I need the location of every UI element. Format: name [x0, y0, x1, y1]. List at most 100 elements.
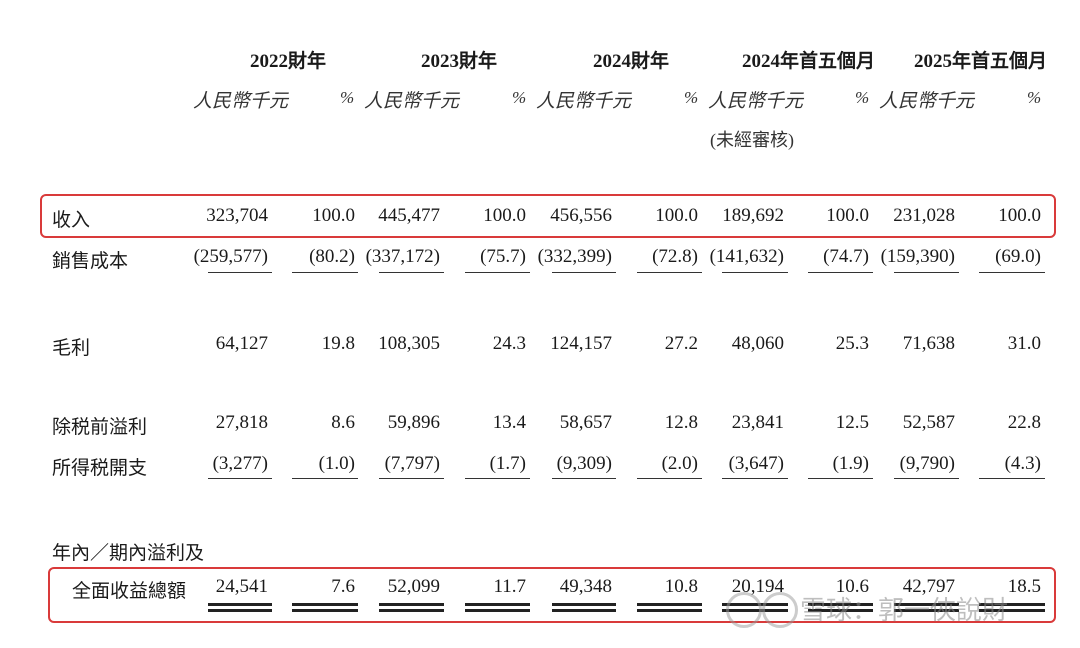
percent-label: % — [512, 88, 527, 107]
year-header-2024-first-five-months: 2024年首五個月 — [742, 51, 876, 72]
total-comprehensive-income-highlight — [48, 567, 1056, 623]
underline — [637, 478, 702, 479]
table-cell: 20,194 — [731, 576, 784, 597]
table-cell: 8.6 — [331, 412, 355, 433]
row-label-profit-for-year-line1: 年內／期內溢利及 — [52, 543, 205, 564]
double-underline — [637, 603, 702, 606]
table-cell: (72.8) — [652, 246, 698, 267]
table-cell: 23,841 — [731, 412, 784, 433]
double-underline — [292, 603, 358, 606]
double-underline — [808, 603, 873, 606]
table-cell: 7.6 — [331, 576, 355, 597]
table-cell: 71,638 — [902, 333, 955, 354]
underline — [808, 478, 873, 479]
table-cell: (75.7) — [480, 246, 526, 267]
table-cell: 231,028 — [893, 205, 955, 226]
year-header-2025-first-five-months: 2025年首五個月 — [914, 51, 1048, 72]
table-cell: 19.8 — [321, 333, 355, 354]
underline — [292, 478, 358, 479]
table-cell: 100.0 — [483, 205, 526, 226]
table-cell: 100.0 — [826, 205, 869, 226]
row-label-gross-profit: 毛利 — [52, 338, 91, 359]
underline — [894, 478, 959, 479]
table-cell: 100.0 — [655, 205, 698, 226]
double-underline — [465, 609, 530, 612]
underline — [208, 272, 272, 273]
double-underline — [379, 609, 444, 612]
underline — [722, 478, 788, 479]
table-cell: (3,647) — [728, 453, 784, 474]
underline — [379, 272, 444, 273]
table-cell: 31.0 — [1007, 333, 1041, 354]
underline — [894, 272, 959, 273]
table-cell: 59,896 — [387, 412, 440, 433]
table-cell: (159,390) — [880, 246, 955, 267]
percent-label: % — [1027, 88, 1042, 107]
table-cell: 10.6 — [835, 576, 869, 597]
table-cell: (259,577) — [193, 246, 268, 267]
revenue-row-highlight — [40, 194, 1056, 238]
underline — [808, 272, 873, 273]
unit-label: 人民幣千元 — [708, 91, 804, 112]
double-underline — [979, 609, 1045, 612]
table-cell: 189,692 — [722, 205, 784, 226]
table-cell: (1.9) — [832, 453, 869, 474]
double-underline — [979, 603, 1045, 606]
table-cell: 49,348 — [559, 576, 612, 597]
double-underline — [808, 609, 873, 612]
double-underline — [637, 609, 702, 612]
unaudited-note: (未經審核) — [710, 130, 794, 150]
table-cell: 52,099 — [387, 576, 440, 597]
table-cell: (332,399) — [537, 246, 612, 267]
table-cell: 58,657 — [559, 412, 612, 433]
table-cell: 108,305 — [378, 333, 440, 354]
table-cell: 52,587 — [902, 412, 955, 433]
table-cell: 323,704 — [206, 205, 268, 226]
watermark-text: 雪球：郭一俠說財 — [800, 596, 1009, 626]
underline — [979, 478, 1045, 479]
row-label-revenue: 收入 — [52, 210, 91, 231]
watermark-snowball-icon — [762, 592, 798, 628]
table-cell: 10.8 — [664, 576, 698, 597]
table-cell: 445,477 — [378, 205, 440, 226]
year-header-2022: 2022財年 — [250, 51, 327, 72]
underline — [722, 272, 788, 273]
table-cell: 25.3 — [835, 333, 869, 354]
table-cell: 24.3 — [492, 333, 526, 354]
underline — [979, 272, 1045, 273]
table-cell: 42,797 — [902, 576, 955, 597]
underline — [552, 272, 616, 273]
table-cell: (74.7) — [823, 246, 869, 267]
table-cell: (4.3) — [1004, 453, 1041, 474]
unit-label: 人民幣千元 — [364, 91, 460, 112]
table-cell: (2.0) — [661, 453, 698, 474]
double-underline — [208, 603, 272, 606]
percent-label: % — [684, 88, 699, 107]
underline — [379, 478, 444, 479]
row-label-cost-of-sales: 銷售成本 — [52, 251, 129, 272]
table-cell: 12.5 — [835, 412, 869, 433]
table-cell: 64,127 — [215, 333, 268, 354]
table-cell: 18.5 — [1007, 576, 1041, 597]
double-underline — [894, 603, 959, 606]
table-cell: (337,172) — [365, 246, 440, 267]
table-cell: (1.7) — [489, 453, 526, 474]
table-cell: 27,818 — [215, 412, 268, 433]
table-cell: (7,797) — [384, 453, 440, 474]
unit-label: 人民幣千元 — [536, 91, 632, 112]
unit-label: 人民幣千元 — [879, 91, 975, 112]
row-label-profit-before-tax: 除税前溢利 — [52, 417, 148, 438]
table-cell: 27.2 — [664, 333, 698, 354]
table-cell: (80.2) — [309, 246, 355, 267]
table-cell: (141,632) — [709, 246, 784, 267]
table-cell: (3,277) — [212, 453, 268, 474]
double-underline — [552, 609, 616, 612]
table-cell: 11.7 — [493, 576, 526, 597]
double-underline — [894, 609, 959, 612]
table-cell: (69.0) — [995, 246, 1041, 267]
table-cell: (1.0) — [318, 453, 355, 474]
underline — [208, 478, 272, 479]
percent-label: % — [855, 88, 870, 107]
table-cell: 456,556 — [550, 205, 612, 226]
double-underline — [292, 609, 358, 612]
